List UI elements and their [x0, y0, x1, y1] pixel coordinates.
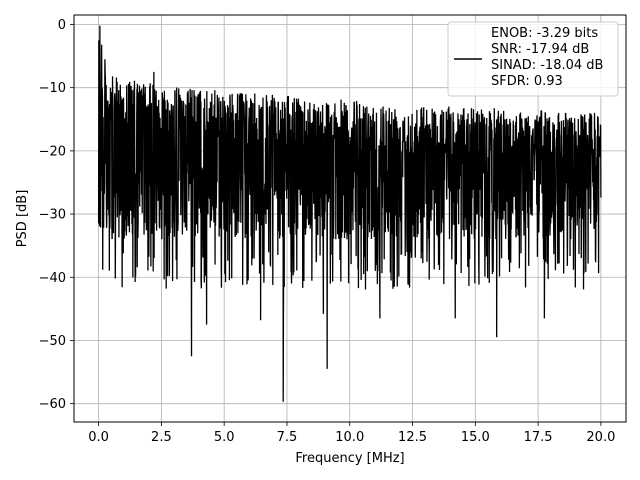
- psd-series-line: [97, 25, 602, 402]
- legend-sfdr: SFDR: 0.93: [491, 74, 563, 89]
- x-tick-label: 0.0: [88, 430, 109, 445]
- legend-enob: ENOB: -3.29 bits: [491, 26, 598, 41]
- x-tick-label: 15.0: [461, 430, 490, 445]
- y-tick-label: −20: [39, 144, 66, 159]
- x-axis-label: Frequency [MHz]: [295, 451, 404, 466]
- x-tick-label: 17.5: [524, 430, 553, 445]
- legend-sinad: SINAD: -18.04 dB: [491, 58, 603, 73]
- x-tick-label: 7.5: [277, 430, 298, 445]
- series-layer: [97, 25, 602, 402]
- y-tick-label: −30: [39, 208, 66, 223]
- x-tick-label: 5.0: [214, 430, 235, 445]
- legend-box: [447, 21, 619, 97]
- y-tick-label: −10: [39, 81, 66, 96]
- x-tick-label: 10.0: [335, 430, 364, 445]
- x-tick-label: 12.5: [398, 430, 427, 445]
- legend-snr: SNR: -17.94 dB: [491, 42, 589, 57]
- x-axis-ticks: 0.0 2.5 5.0 7.5 10.0 12.5 15.0 17.5 20.0: [88, 422, 615, 445]
- y-tick-label: −60: [39, 397, 66, 412]
- y-tick-label: −50: [39, 334, 66, 349]
- x-tick-label: 20.0: [586, 430, 615, 445]
- y-tick-label: 0: [58, 18, 66, 33]
- y-tick-label: −40: [39, 271, 66, 286]
- legend: ENOB: -3.29 bits SNR: -17.94 dB SINAD: -…: [447, 21, 619, 97]
- x-tick-label: 2.5: [151, 430, 172, 445]
- y-axis-ticks: 0 −10 −20 −30 −40 −50 −60: [39, 18, 74, 412]
- y-axis-label: PSD [dB]: [15, 190, 30, 248]
